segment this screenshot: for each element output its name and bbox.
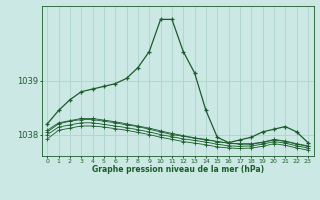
X-axis label: Graphe pression niveau de la mer (hPa): Graphe pression niveau de la mer (hPa) [92,165,264,174]
